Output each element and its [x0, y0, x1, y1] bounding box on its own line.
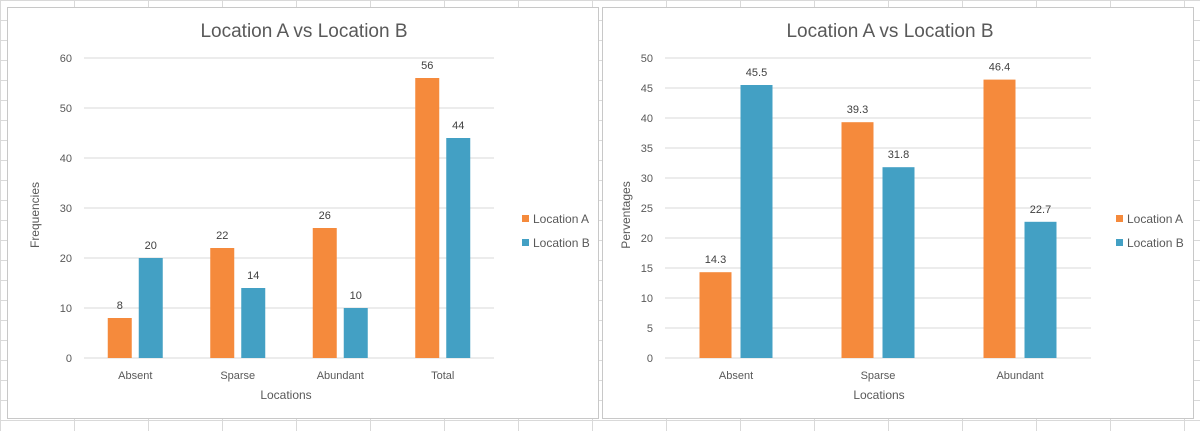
y-tick-label: 0 [647, 353, 653, 365]
data-label: 20 [145, 240, 157, 252]
chart-title: Location A vs Location B [786, 21, 993, 42]
chart-title: Location A vs Location B [200, 21, 407, 42]
y-tick-label: 15 [641, 263, 653, 275]
legend: Location A Location B [1116, 212, 1184, 250]
y-tick-label: 25 [641, 203, 653, 215]
x-tick-label: Sparse [861, 370, 896, 382]
x-tick-label: Abundant [996, 370, 1043, 382]
percentages-chart: Location A vs Location B Perventages Loc… [619, 21, 1184, 402]
data-label: 14 [247, 270, 259, 282]
bar-location-b-absent [138, 258, 163, 358]
data-label: 31.8 [888, 149, 909, 161]
y-tick-label: 20 [641, 233, 653, 245]
legend-label-location-b: Location B [533, 236, 590, 250]
bar-location-b-abundant [1024, 221, 1057, 358]
bar-location-a-abundant [983, 79, 1016, 358]
y-axis-label: Frequencies [28, 182, 42, 248]
plot-area: 0 10 20 30 40 50 60 8 20 Absent 22 14 Sparse 26 10 Abun… [60, 53, 494, 382]
bar-location-b-absent [740, 85, 773, 358]
x-tick-label: Absent [118, 370, 152, 382]
x-axis-label: Locations [853, 388, 904, 402]
y-tick-label: 50 [641, 53, 653, 65]
y-tick-label: 20 [60, 253, 72, 265]
data-label: 22 [216, 230, 228, 242]
data-label: 14.3 [705, 254, 726, 266]
legend-swatch-location-a [1116, 215, 1123, 222]
y-tick-label: 40 [60, 153, 72, 165]
y-tick-label: 40 [641, 113, 653, 125]
y-tick-label: 60 [60, 53, 72, 65]
y-axis-label: Perventages [619, 181, 633, 248]
bar-location-a-abundant [312, 228, 337, 358]
y-tick-label: 30 [60, 203, 72, 215]
data-label: 45.5 [746, 67, 767, 79]
data-label: 8 [117, 300, 123, 312]
bar-location-b-sparse [882, 167, 915, 358]
bar-location-b-total [446, 138, 471, 358]
legend-label-location-a: Location A [1127, 212, 1183, 226]
data-label: 44 [452, 120, 464, 132]
x-axis-label: Locations [260, 388, 311, 402]
legend-label-location-a: Location A [533, 212, 589, 226]
x-tick-label: Absent [719, 370, 753, 382]
plot-area: 0 5 10 15 20 25 30 35 40 45 50 14.3 45.5 Absent 39.3 31… [641, 53, 1091, 382]
y-tick-label: 10 [641, 293, 653, 305]
bar-location-a-absent [107, 318, 132, 358]
frequencies-chart-panel: Location A vs Location B Frequencies Loc… [7, 7, 599, 419]
legend: Location A Location B [522, 212, 590, 250]
data-label: 56 [421, 60, 433, 72]
y-tick-label: 30 [641, 173, 653, 185]
bar-location-b-abundant [343, 308, 368, 358]
y-tick-label: 10 [60, 303, 72, 315]
bar-location-a-total [415, 78, 440, 358]
y-tick-label: 35 [641, 143, 653, 155]
data-label: 22.7 [1030, 204, 1051, 216]
bar-location-a-sparse [841, 122, 874, 358]
frequencies-chart: Location A vs Location B Frequencies Loc… [28, 21, 590, 402]
data-label: 39.3 [847, 104, 868, 116]
bar-location-a-sparse [210, 248, 235, 358]
y-tick-label: 45 [641, 83, 653, 95]
data-label: 10 [350, 290, 362, 302]
x-tick-label: Sparse [220, 370, 255, 382]
legend-swatch-location-b [1116, 239, 1123, 246]
legend-swatch-location-b [522, 239, 529, 246]
percentages-chart-panel: Location A vs Location B Perventages Loc… [602, 7, 1194, 419]
legend-label-location-b: Location B [1127, 236, 1184, 250]
data-label: 26 [319, 210, 331, 222]
bar-location-b-sparse [241, 288, 266, 358]
x-tick-label: Total [431, 370, 454, 382]
y-tick-label: 5 [647, 323, 653, 335]
y-tick-label: 0 [66, 353, 72, 365]
x-tick-label: Abundant [317, 370, 364, 382]
bar-location-a-absent [699, 272, 732, 358]
legend-swatch-location-a [522, 215, 529, 222]
data-label: 46.4 [989, 62, 1010, 74]
y-tick-label: 50 [60, 103, 72, 115]
